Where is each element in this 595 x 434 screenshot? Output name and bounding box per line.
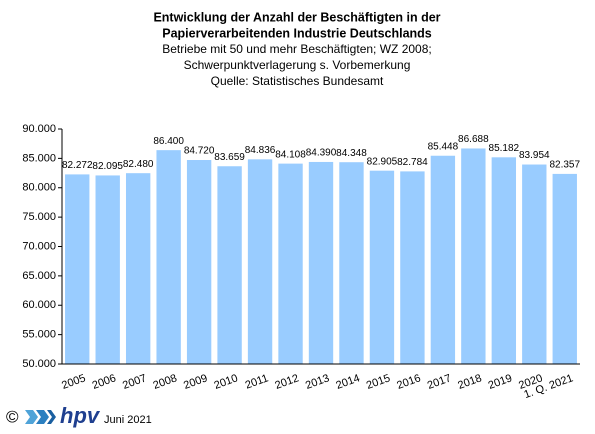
value-label: 86.400 — [153, 136, 184, 147]
x-tick-label: 2011 — [244, 372, 270, 391]
bar — [125, 173, 151, 364]
logo: hpv — [60, 403, 101, 428]
value-label: 84.836 — [245, 145, 276, 156]
chart-subtitle: Quelle: Statistisches Bundesamt — [211, 74, 384, 88]
x-tick-label: 2006 — [91, 372, 118, 392]
x-tick-label: 2019 — [487, 372, 514, 392]
bar — [247, 159, 273, 364]
y-tick-label: 70.000 — [22, 240, 56, 252]
value-label: 83.659 — [214, 152, 245, 163]
bar — [65, 174, 90, 364]
bar — [278, 163, 303, 364]
x-tick-label: 2007 — [121, 372, 148, 392]
value-label: 86.688 — [458, 134, 489, 145]
value-label: 84.108 — [275, 149, 306, 160]
value-label: 84.390 — [306, 148, 337, 159]
bar — [400, 171, 425, 364]
value-label: 84.720 — [184, 146, 215, 157]
y-tick-label: 60.000 — [22, 299, 56, 311]
x-tick-label: 2013 — [304, 372, 331, 392]
bar — [308, 161, 334, 364]
bar — [339, 162, 364, 364]
value-label: 85.182 — [489, 143, 520, 154]
chart-title: Papierverarbeitenden Industrie Deutschla… — [162, 26, 432, 40]
y-tick-label: 80.000 — [22, 182, 56, 194]
y-tick-label: 55.000 — [22, 329, 56, 341]
x-tick-label: 2005 — [60, 372, 87, 392]
x-tick-label: 2009 — [182, 372, 209, 392]
chart-title: Entwicklung der Anzahl der Beschäftigten… — [153, 10, 440, 24]
y-tick-label: 90.000 — [22, 123, 56, 135]
copyright: © — [6, 407, 19, 426]
x-tick-label: 2017 — [426, 372, 453, 392]
bar — [522, 164, 547, 364]
value-label: 82.272 — [62, 160, 93, 171]
value-label: 82.784 — [397, 157, 428, 168]
bar — [491, 157, 517, 364]
y-tick-label: 75.000 — [22, 211, 56, 223]
footer-date: Juni 2021 — [104, 414, 152, 426]
value-label: 82.480 — [123, 159, 154, 170]
x-tick-label: 2010 — [212, 372, 239, 392]
x-tick-label: 2015 — [365, 372, 392, 392]
bar — [369, 170, 395, 364]
value-label: 83.954 — [519, 150, 550, 161]
x-tick-label: 2014 — [334, 372, 361, 392]
logo-arrows — [25, 410, 56, 424]
x-tick-label: 2016 — [395, 372, 422, 392]
y-tick-label: 50.000 — [22, 358, 56, 370]
value-label: 82.905 — [367, 156, 398, 167]
chart-subtitle: Betriebe mit 50 und mehr Beschäftigten; … — [162, 42, 431, 56]
bar — [430, 155, 456, 364]
bar — [186, 160, 212, 364]
chart-subtitle: Schwerpunktverlagerung s. Vorbemerkung — [184, 58, 411, 72]
y-tick-label: 65.000 — [22, 270, 56, 282]
value-label: 84.348 — [336, 148, 367, 159]
value-label: 82.357 — [549, 160, 580, 171]
bar — [217, 166, 242, 364]
x-tick-label: 2008 — [152, 372, 179, 392]
bar — [95, 175, 120, 364]
bar — [552, 173, 577, 364]
x-tick-label: 2012 — [273, 372, 300, 392]
bar — [461, 148, 486, 364]
value-label: 82.095 — [92, 161, 123, 172]
bar — [156, 150, 181, 364]
value-label: 85.448 — [428, 141, 459, 152]
y-tick-label: 85.000 — [22, 152, 56, 164]
x-tick-label: 2018 — [456, 372, 483, 392]
